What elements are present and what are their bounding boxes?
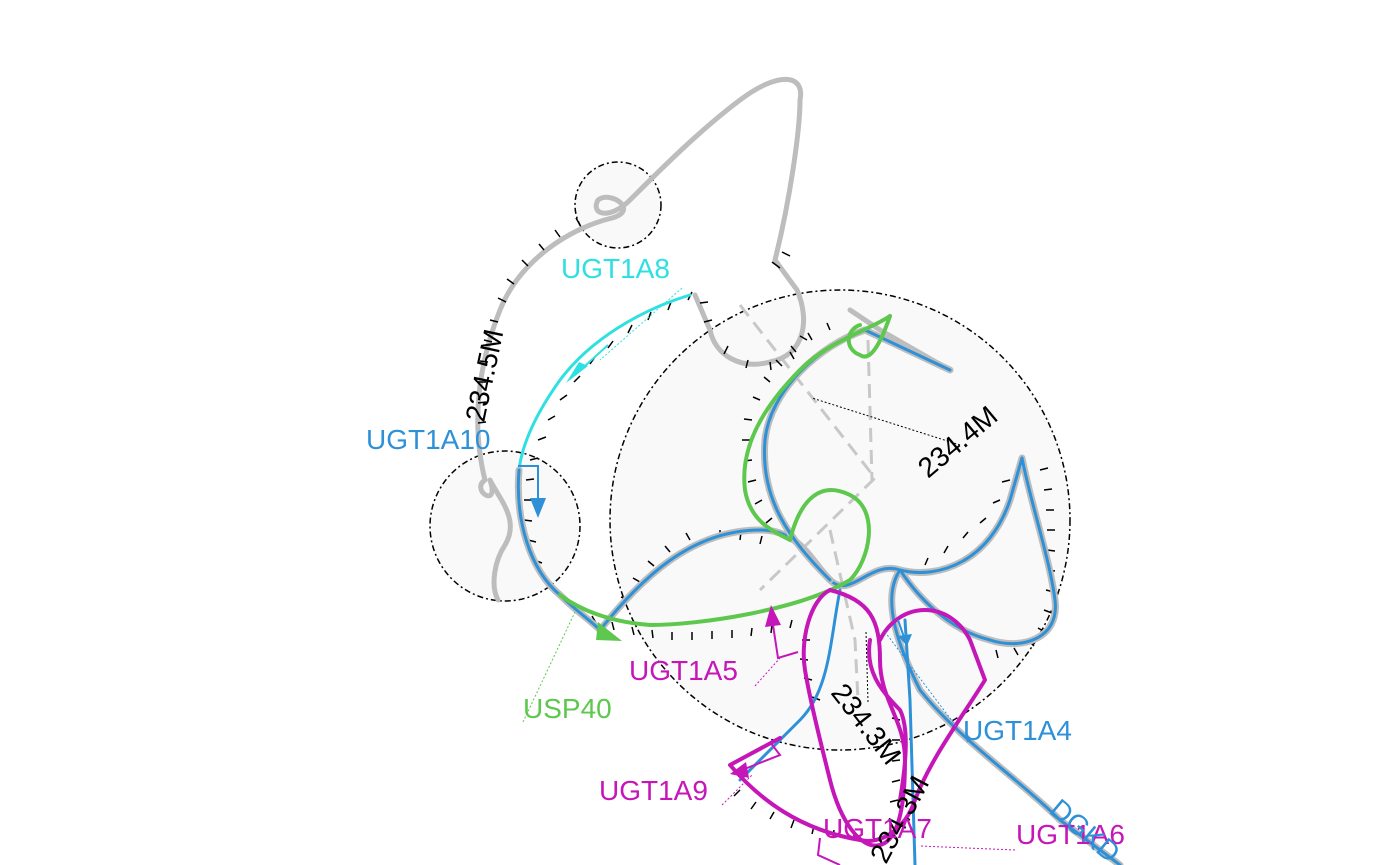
zoom-regions: [430, 162, 1070, 750]
zoom-circle-left: [430, 451, 580, 601]
gene-label-UGT1A5[interactable]: UGT1A5: [629, 655, 738, 686]
coord-label-234-5M: 234.5M: [460, 326, 510, 424]
gene-label-UGT1A4[interactable]: UGT1A4: [963, 715, 1072, 746]
gene-label-UGT1A10[interactable]: UGT1A10: [366, 424, 491, 455]
gene-label-UGT1A7[interactable]: UGT1A7: [823, 813, 932, 844]
leader-UGT1A6: [920, 846, 1015, 850]
leader-UGT1A9: [722, 775, 752, 805]
gene-label-UGT1A8[interactable]: UGT1A8: [561, 253, 670, 284]
leader-UGT1A8: [600, 288, 682, 360]
arrow-USP40-head: [596, 622, 622, 641]
zoom-circle-small-top: [575, 162, 661, 248]
gene-label-USP40[interactable]: USP40: [523, 693, 612, 724]
gene-label-UGT1A9[interactable]: UGT1A9: [599, 775, 708, 806]
